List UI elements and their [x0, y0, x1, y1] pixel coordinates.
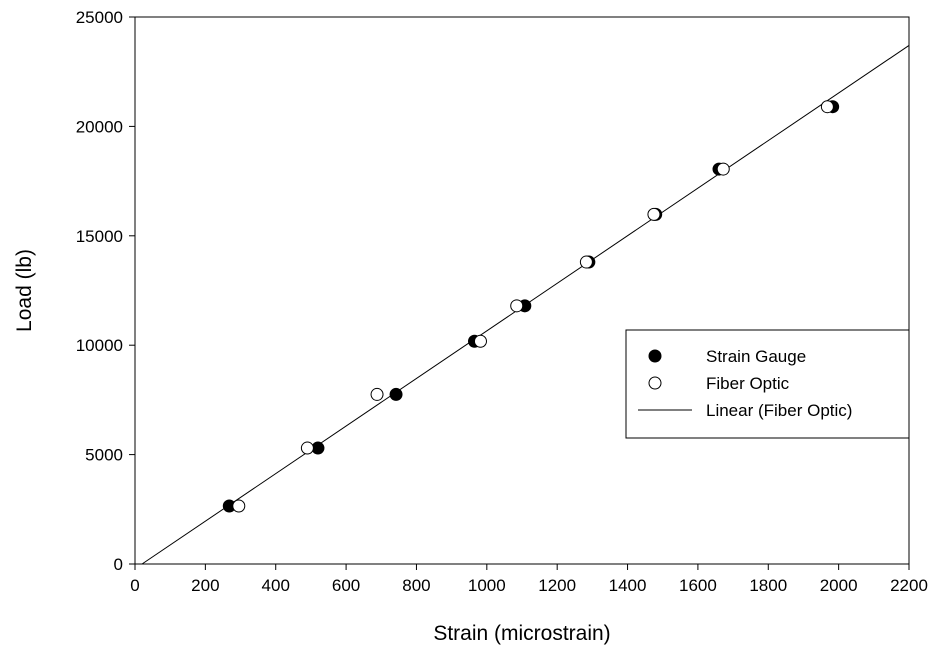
y-tick-label: 10000 — [76, 336, 123, 355]
x-tick-label: 1000 — [468, 576, 506, 595]
y-axis-title: Load (lb) — [13, 249, 36, 332]
x-tick-label: 1800 — [749, 576, 787, 595]
x-tick-label: 200 — [191, 576, 219, 595]
legend-box — [625, 329, 910, 439]
fiber-optic-point — [579, 255, 593, 269]
x-tick-label: 1200 — [538, 576, 576, 595]
fiber-optic-point — [300, 441, 314, 455]
x-axis-ticks: 0 200 400 600 800 1000 1200 1400 1600 1800 2000 220… — [130, 564, 928, 595]
fiber-optic-point — [820, 100, 834, 114]
series-layer — [141, 45, 910, 565]
x-axis-title: Strain (microstrain) — [433, 622, 610, 645]
strain-gauge-point — [389, 387, 403, 401]
y-tick-label: 0 — [114, 555, 123, 574]
x-tick-label: 2000 — [820, 576, 858, 595]
y-tick-label: 15000 — [76, 227, 123, 246]
plot-frame — [134, 16, 910, 565]
x-tick-label: 0 — [130, 576, 139, 595]
legend-label-fiber-optic: Fiber Optic — [706, 374, 790, 393]
fiber-optic-point — [647, 207, 661, 221]
x-tick-label: 1400 — [609, 576, 647, 595]
x-tick-label: 600 — [332, 576, 360, 595]
fiber-optic-point — [232, 499, 246, 513]
y-tick-label: 25000 — [76, 8, 123, 27]
legend-label-strain-gauge: Strain Gauge — [706, 347, 806, 366]
legend: Strain Gauge Fiber Optic Linear (Fiber O… — [625, 329, 910, 439]
x-tick-label: 400 — [262, 576, 290, 595]
x-tick-label: 1600 — [679, 576, 717, 595]
fiber-optic-point — [716, 162, 730, 176]
fiber-optic-point — [473, 334, 487, 348]
fiber-optic-point — [510, 299, 524, 313]
legend-symbol-fiber-optic — [648, 376, 662, 390]
plot-area — [134, 16, 910, 565]
fiber-optic-point — [370, 387, 384, 401]
y-tick-label: 5000 — [85, 446, 123, 465]
x-tick-label: 800 — [402, 576, 430, 595]
x-tick-label: 2200 — [890, 576, 928, 595]
y-axis-ticks: 0 5000 10000 15000 20000 25000 — [76, 8, 135, 574]
legend-label-linear-fit: Linear (Fiber Optic) — [706, 401, 852, 420]
legend-symbol-strain-gauge — [648, 349, 662, 363]
y-tick-label: 20000 — [76, 117, 123, 136]
